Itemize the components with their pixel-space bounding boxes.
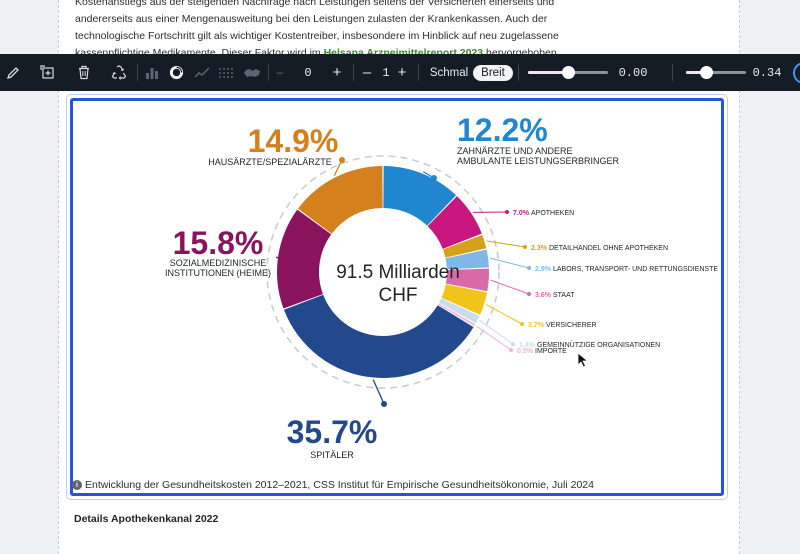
- leader-dot: [381, 401, 387, 407]
- donut-center-unit: CHF: [378, 285, 417, 306]
- pencil-icon[interactable]: [2, 54, 24, 91]
- leader-dot: [527, 266, 531, 270]
- stepper1-decrement-button[interactable]: –: [276, 66, 284, 79]
- width-wide-toggle[interactable]: Breit: [473, 54, 513, 91]
- category-label-versicherer: VERSICHERER: [546, 322, 597, 329]
- category-label-sozialmedizinische-institutionen-heime: SOZIALMEDIZINISCHE: [170, 258, 267, 268]
- category-label-spit-ler: SPITÄLER: [310, 450, 354, 460]
- leader-line: [485, 303, 523, 325]
- dot-grid-icon[interactable]: [216, 54, 236, 91]
- article-line: technologische Fortschritt gilt als wich…: [75, 30, 559, 42]
- category-label-apotheken: APOTHEKEN: [531, 210, 574, 217]
- chart-block[interactable]: [66, 94, 728, 500]
- line-chart-icon[interactable]: [191, 54, 213, 91]
- donut-chart-icon[interactable]: [166, 54, 186, 91]
- width-wide-label: Breit: [473, 64, 513, 81]
- value-label-apotheken: 7.0%: [513, 210, 530, 217]
- slice-spit-ler[interactable]: [283, 294, 474, 379]
- section-heading: Details Apothekenkanal 2022: [74, 513, 219, 525]
- leader-line: [372, 379, 385, 405]
- value-label-haus-rzte-spezial-rzte: 14.9%: [248, 123, 339, 159]
- donut-center-label: 91.5 Milliarden: [336, 262, 460, 283]
- leader-line: [479, 320, 514, 345]
- chart-editor-toolbar: – 0 + – 1 + Schmal Breit 0.00 0.34: [0, 54, 800, 91]
- category-label-sozialmedizinische-institutionen-heime: INSTITUTIONEN (HEIME): [165, 268, 271, 278]
- stepper1-value[interactable]: 0: [304, 65, 312, 80]
- slice-haus-rzte-spezial-rzte[interactable]: [298, 166, 383, 234]
- article-line: Kostenanstiegs aus der steigenden Nachfr…: [75, 0, 555, 8]
- trash-icon[interactable]: [73, 54, 95, 91]
- stepper2-decrement-button[interactable]: –: [362, 64, 372, 81]
- leader-line: [476, 325, 512, 351]
- width-narrow-toggle[interactable]: Schmal: [429, 66, 469, 79]
- slider2-track[interactable]: [686, 71, 746, 74]
- toolbar-separator: [137, 64, 138, 81]
- leader-dot: [509, 348, 513, 352]
- info-icon: i: [72, 480, 82, 490]
- value-label-versicherer: 3.7%: [528, 322, 545, 329]
- slice-detailhandel-ohne-apotheken[interactable]: [442, 234, 487, 258]
- leader-dot: [520, 322, 524, 326]
- toolbar-separator: [268, 64, 269, 81]
- slider1-fill: [528, 71, 564, 74]
- stepper2-increment-button[interactable]: +: [397, 64, 407, 81]
- leader-line: [489, 257, 530, 269]
- slider2-value: 0.34: [752, 65, 782, 80]
- value-label-staat: 3.6%: [535, 292, 552, 299]
- slice-sozialmedizinische-institutionen-heime[interactable]: [277, 209, 332, 309]
- leader-dot: [289, 261, 295, 267]
- stepper2-value[interactable]: 1: [382, 65, 390, 80]
- value-label-zahn-rzte-und-andere-ambulante-leistungserbringer: 12.2%: [457, 112, 548, 148]
- stepper1-increment-button[interactable]: +: [332, 64, 342, 81]
- category-label-detailhandel-ohne-apotheken: DETAILHANDEL OHNE APOTHEKEN: [549, 245, 668, 252]
- slider1-value: 0.00: [618, 65, 648, 80]
- leader-dot: [339, 157, 345, 163]
- map-icon[interactable]: [240, 54, 264, 91]
- leader-dot: [505, 210, 509, 214]
- slice-gemeinn-tzige-organisationen[interactable]: [439, 298, 480, 324]
- caption-text: Entwicklung der Gesundheitskosten 2012–2…: [85, 479, 594, 491]
- category-label-haus-rzte-spezial-rzte: HAUSÄRZTE/SPEZIALÄRZTE: [208, 157, 332, 167]
- leader-dot: [511, 342, 515, 346]
- slice-staat[interactable]: [445, 268, 489, 292]
- category-label-staat: STAAT: [553, 292, 575, 299]
- slice-versicherer[interactable]: [441, 284, 488, 315]
- leader-dot: [431, 175, 437, 181]
- category-label-labors-transport-und-rettungsdienste: LABORS, TRANSPORT- UND RETTUNGSDIENSTE: [553, 266, 718, 273]
- value-label-spit-ler: 35.7%: [287, 414, 378, 450]
- slice-zahn-rzte-und-andere-ambulante-leistungserbringer[interactable]: [383, 166, 457, 226]
- leader-line: [486, 240, 526, 248]
- toolbar-separator: [518, 64, 519, 81]
- outer-dashed-ring: [266, 155, 500, 389]
- value-label-importe: 0.5%: [517, 348, 534, 355]
- toolbar-separator: [418, 64, 419, 81]
- category-label-gemeinn-tzige-organisationen: GEMEINNÜTZIGE ORGANISATIONEN: [537, 341, 660, 349]
- add-element-icon[interactable]: [36, 54, 58, 91]
- slider2-fill: [686, 71, 707, 74]
- slider1-handle[interactable]: [562, 66, 575, 79]
- leader-line: [490, 279, 530, 295]
- bar-chart-icon[interactable]: [143, 54, 161, 91]
- value-label-labors-transport-und-rettungsdienste: 2.9%: [535, 266, 552, 273]
- slice-apotheken[interactable]: [427, 196, 482, 249]
- category-label-zahn-rzte-und-andere-ambulante-leistungserbringer: ZAHNÄRZTE UND ANDERE: [457, 146, 573, 156]
- category-label-importe: IMPORTE: [535, 348, 567, 355]
- slider2-handle[interactable]: [700, 66, 714, 79]
- mouse-cursor-icon: [577, 352, 589, 368]
- leader-dot: [523, 245, 527, 249]
- value-label-gemeinn-tzige-organisationen: 1.4%: [519, 342, 536, 349]
- slice-labors-transport-und-rettungsdienste[interactable]: [445, 249, 489, 270]
- leader-dot: [527, 292, 531, 296]
- recycle-icon[interactable]: [108, 54, 130, 91]
- category-label-zahn-rzte-und-andere-ambulante-leistungserbringer: AMBULANTE LEISTUNGSERBRINGER: [457, 156, 620, 166]
- chart-caption: i Entwicklung der Gesundheitskosten 2012…: [72, 479, 594, 491]
- toolbar-separator: [672, 64, 673, 81]
- toolbar-separator: [353, 64, 354, 81]
- slice-importe[interactable]: [438, 303, 476, 326]
- article-line: andererseits aus einer Mengenausweitung …: [75, 13, 548, 25]
- value-label-sozialmedizinische-institutionen-heime: 15.8%: [173, 225, 264, 261]
- value-label-detailhandel-ohne-apotheken: 2.3%: [531, 245, 548, 252]
